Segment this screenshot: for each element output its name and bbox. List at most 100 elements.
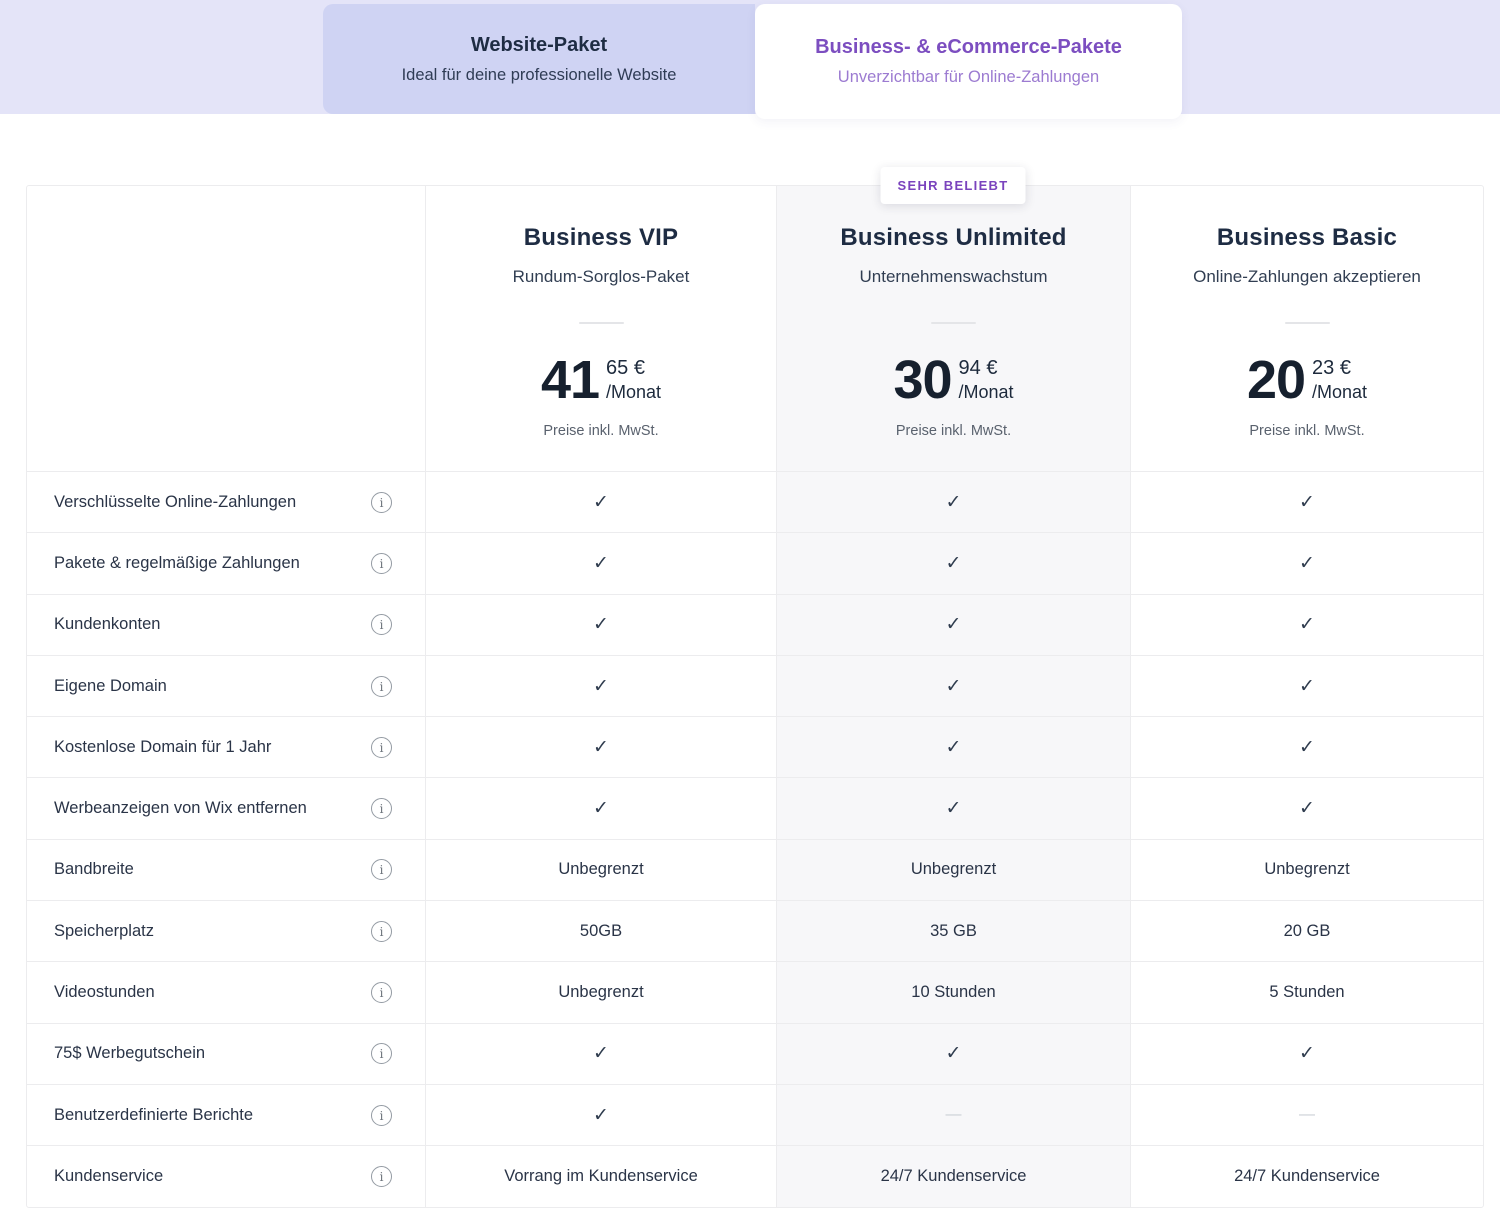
check-icon: ✓ (1299, 675, 1315, 697)
feature-value-cell: ✓ (425, 593, 776, 655)
feature-row-label-cell: 75$ Werbegutschein i (27, 1022, 425, 1084)
divider (931, 322, 976, 324)
check-icon: ✓ (945, 736, 962, 758)
plan-price: 30 94 € /Monat (893, 353, 1013, 407)
feature-value-cell: 24/7 Kundenservice (1130, 1145, 1483, 1207)
info-icon[interactable]: i (371, 859, 392, 881)
info-icon[interactable]: i (371, 920, 392, 942)
feature-label: Kundenkonten (54, 615, 161, 634)
feature-value-cell: — (776, 1083, 1130, 1146)
feature-row-label-cell: Verschlüsselte Online-Zahlungen i (27, 471, 425, 532)
check-icon: ✓ (1299, 491, 1315, 513)
check-icon: ✓ (1299, 614, 1315, 636)
check-icon: ✓ (593, 614, 609, 636)
feature-value-cell: ✓ (425, 654, 776, 717)
feature-value-cell: ✓ (425, 532, 776, 594)
feature-value: Unbegrenzt (558, 860, 644, 879)
info-icon[interactable]: i (371, 736, 392, 758)
tab-website-paket[interactable]: Website-Paket Ideal für deine profession… (323, 4, 755, 114)
feature-value-cell: ✓ (776, 471, 1130, 533)
feature-value: 5 Stunden (1269, 983, 1345, 1002)
feature-row-label-cell: Bandbreite i (27, 838, 425, 900)
tab-business-ecommerce[interactable]: Business- & eCommerce-Pakete Unverzichtb… (755, 4, 1182, 119)
feature-value: Unbegrenzt (558, 983, 644, 1002)
info-icon[interactable]: i (371, 982, 392, 1004)
feature-row-label-cell: Kundenservice i (27, 1145, 425, 1206)
check-icon: ✓ (593, 552, 609, 574)
plan-price: 41 65 € /Monat (541, 353, 661, 407)
plan-subtitle: Online-Zahlungen akzeptieren (1193, 267, 1421, 286)
tab-subtitle: Unverzichtbar für Online-Zahlungen (837, 68, 1100, 86)
feature-label: Speicherplatz (54, 921, 154, 940)
price-integer: 30 (893, 350, 952, 410)
check-icon: ✓ (593, 736, 609, 758)
feature-row-label-cell: Pakete & regelmäßige Zahlungen i (27, 532, 425, 593)
feature-value-cell: ✓ (1130, 1022, 1483, 1084)
plan-header-business-vip: Business VIP Rundum-Sorglos-Paket 41 65 … (425, 186, 776, 471)
feature-value-cell: ✓ (1130, 532, 1483, 594)
divider (1284, 322, 1330, 324)
plan-title: Business Unlimited (840, 224, 1067, 251)
info-icon[interactable]: i (371, 491, 392, 513)
pricing-table: Business VIP Rundum-Sorglos-Paket 41 65 … (26, 185, 1484, 1208)
info-icon[interactable]: i (371, 1165, 392, 1187)
check-icon: ✓ (593, 798, 609, 820)
price-cents: 65 € (606, 357, 645, 379)
feature-value-cell: 20 GB (1130, 900, 1483, 962)
feature-row-label-cell: Werbeanzeigen von Wix entfernen i (27, 777, 425, 838)
feature-value-cell: Vorrang im Kundenservice (425, 1145, 776, 1207)
feature-value-cell: ✓ (425, 1083, 776, 1146)
feature-value-cell: ✓ (776, 654, 1130, 717)
check-icon: ✓ (593, 675, 609, 697)
feature-value-cell: ✓ (776, 1022, 1130, 1084)
feature-value: Unbegrenzt (1264, 860, 1350, 879)
feature-value-cell: 35 GB (776, 900, 1130, 962)
info-icon[interactable]: i (371, 798, 392, 820)
check-icon: ✓ (945, 798, 962, 820)
feature-value-cell: 5 Stunden (1130, 961, 1483, 1023)
feature-label: Benutzerdefinierte Berichte (54, 1105, 254, 1124)
info-icon[interactable]: i (371, 614, 392, 636)
dash-icon: — (1299, 1106, 1315, 1124)
feature-value: 50GB (579, 921, 623, 940)
feature-value-cell: 50GB (425, 900, 776, 962)
feature-value: 10 Stunden (911, 983, 996, 1002)
check-icon: ✓ (945, 1043, 962, 1065)
price-cents: 94 € (958, 357, 998, 379)
feature-value-cell: ✓ (776, 777, 1130, 839)
feature-value-cell: Unbegrenzt (1130, 838, 1483, 901)
feature-value: Vorrang im Kundenservice (504, 1166, 698, 1185)
info-icon[interactable]: i (371, 675, 392, 697)
info-icon[interactable]: i (371, 1043, 392, 1065)
feature-value: 24/7 Kundenservice (880, 1166, 1027, 1185)
feature-label: Bandbreite (54, 860, 134, 879)
vat-note: Preise inkl. MwSt. (1249, 423, 1365, 439)
feature-row-label-cell: Kundenkonten i (27, 593, 425, 655)
check-icon: ✓ (593, 1043, 609, 1065)
feature-label: Kundenservice (54, 1166, 164, 1185)
price-period: /Monat (1312, 382, 1368, 402)
check-icon: ✓ (945, 614, 962, 636)
feature-value-cell: ✓ (776, 593, 1130, 655)
feature-value-cell: ✓ (1130, 716, 1483, 778)
feature-label: Pakete & regelmäßige Zahlungen (54, 553, 300, 572)
feature-value-cell: ✓ (1130, 654, 1483, 717)
header-empty-cell (27, 186, 425, 471)
price-period: /Monat (606, 382, 662, 402)
feature-row-label-cell: Eigene Domain i (27, 654, 425, 716)
feature-value-cell: ✓ (776, 716, 1130, 778)
info-icon[interactable]: i (371, 1104, 392, 1126)
price-integer: 41 (540, 350, 600, 410)
feature-value: 24/7 Kundenservice (1234, 1166, 1380, 1185)
feature-value-cell: ✓ (425, 1022, 776, 1084)
feature-value-cell: ✓ (776, 532, 1130, 594)
feature-row-label-cell: Kostenlose Domain für 1 Jahr i (27, 716, 425, 777)
check-icon: ✓ (1299, 1043, 1315, 1065)
info-icon[interactable]: i (371, 552, 392, 574)
popular-badge: SEHR BELIEBT (880, 167, 1026, 204)
check-icon: ✓ (1299, 552, 1315, 574)
feature-value-cell: ✓ (425, 777, 776, 839)
feature-value-cell: Unbegrenzt (425, 838, 776, 901)
check-icon: ✓ (945, 552, 962, 574)
feature-value-cell: 24/7 Kundenservice (776, 1145, 1130, 1207)
